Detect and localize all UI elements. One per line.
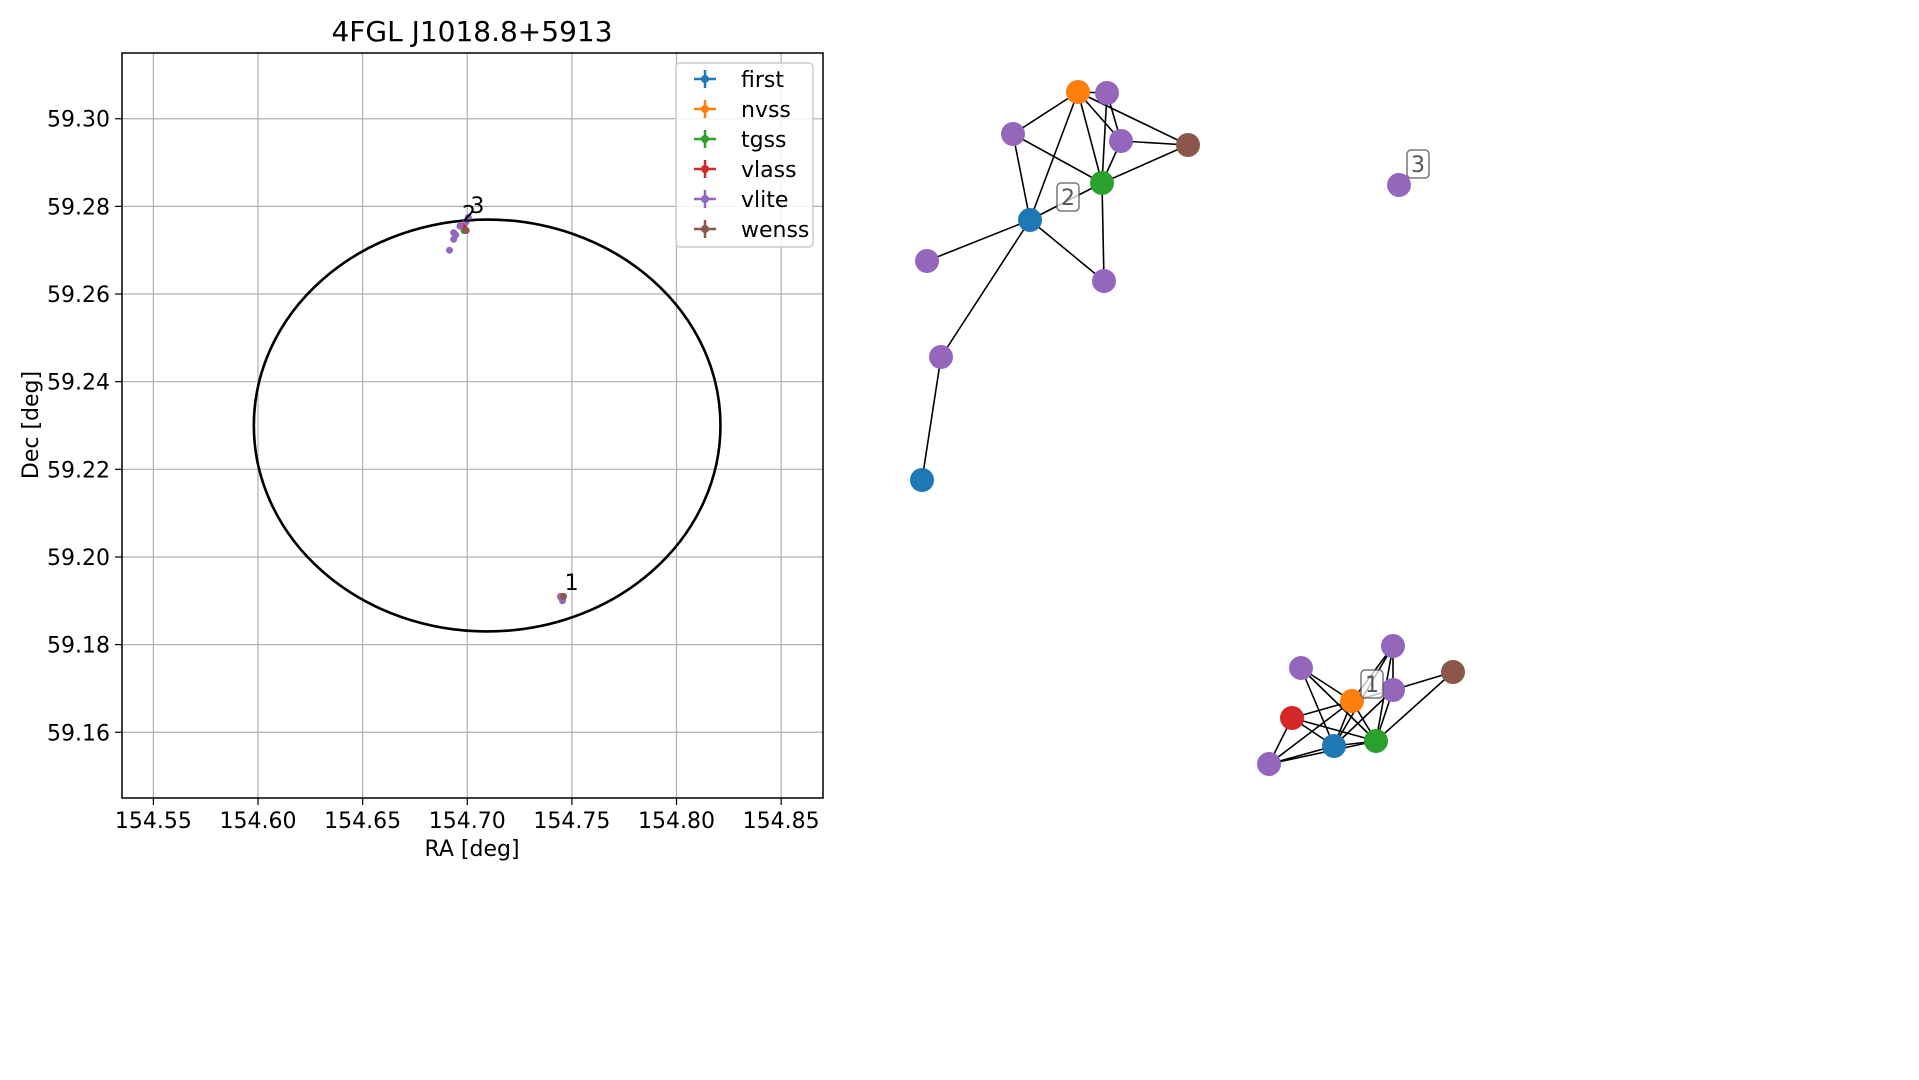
tick-layer: 154.55 154.60 154.65 154.70 154.75 154.80 154.… — [47, 108, 820, 834]
network-node — [1176, 133, 1200, 157]
network-node — [1257, 752, 1281, 776]
point-annotation: 3 — [470, 194, 484, 219]
network-edge — [1012, 133, 1103, 184]
network-node — [1092, 269, 1116, 293]
network-label-box — [1406, 149, 1430, 179]
network-edge — [1101, 182, 1105, 282]
network-node — [1090, 171, 1114, 195]
x-tick-label: 154.75 — [533, 809, 610, 834]
legend-marker-wenss — [701, 225, 709, 233]
x-axis-label: RA [deg] — [424, 837, 519, 862]
network-node — [1001, 122, 1025, 146]
points-layer — [445, 213, 568, 605]
y-tick-label: 59.16 — [47, 721, 110, 746]
scatter-panel: 4FGL J1018.8+5913 1 23 154.55 154.60 154.65… — [19, 15, 824, 862]
network-edge — [1291, 717, 1377, 742]
y-tick-label: 59.22 — [47, 458, 110, 483]
x-tick-label: 154.60 — [220, 809, 297, 834]
network-node — [1340, 689, 1364, 713]
network-label-box — [1056, 182, 1080, 212]
network-node — [1381, 634, 1405, 658]
y-tick-label: 59.24 — [47, 371, 110, 396]
y-tick-label: 59.26 — [47, 283, 110, 308]
plot-title: 4FGL J1018.8+5913 — [331, 15, 612, 48]
x-tick-label: 154.80 — [638, 809, 715, 834]
legend-marker-vlite — [701, 195, 709, 203]
network-edge — [921, 356, 942, 481]
network-label: 3 — [1411, 153, 1425, 178]
x-tick-label: 154.85 — [743, 809, 820, 834]
network-edge — [1077, 91, 1103, 184]
point-vlite — [450, 229, 458, 237]
label-layer: 2 3 1 — [1056, 149, 1430, 699]
network-node — [929, 345, 953, 369]
point-wenss — [462, 226, 470, 234]
network-edge — [1101, 92, 1108, 184]
point-annotation: 1 — [565, 571, 579, 596]
network-node — [1280, 706, 1304, 730]
point-annotation: 2 — [462, 203, 476, 228]
point-vlite — [464, 213, 472, 221]
network-node — [1066, 80, 1090, 104]
network-label: 1 — [1365, 673, 1379, 698]
network-edge — [1012, 91, 1079, 135]
legend-label-wenss: wenss — [741, 218, 809, 243]
network-edge — [1333, 689, 1394, 747]
y-tick-label: 59.30 — [47, 108, 110, 133]
legend-entries: first nvss tgss vlass vlite wenss — [694, 68, 809, 243]
legend: first nvss tgss vlass vlite wenss — [675, 62, 814, 248]
legend-label-first: first — [741, 68, 784, 93]
point-wenss — [560, 592, 568, 600]
network-edge — [926, 219, 1031, 262]
x-tick-label: 154.55 — [115, 809, 192, 834]
node-layer — [910, 80, 1465, 776]
network-edge — [940, 219, 1031, 358]
network-label-box — [1360, 669, 1384, 699]
legend-label-vlite: vlite — [741, 188, 788, 213]
network-panel: 2 3 1 — [910, 80, 1465, 776]
error-ellipse — [252, 218, 722, 633]
y-axis-label: Dec [deg] — [19, 371, 44, 479]
legend-marker-first — [701, 75, 709, 83]
network-node — [1018, 208, 1042, 232]
y-tick-label: 59.20 — [47, 546, 110, 571]
legend-marker-nvss — [701, 105, 709, 113]
annotation-layer: 1 23 — [462, 194, 579, 596]
legend-marker-vlass — [701, 165, 709, 173]
network-edge — [1375, 671, 1454, 742]
network-edge — [1268, 700, 1353, 765]
network-edge — [1077, 91, 1189, 146]
x-tick-label: 154.70 — [429, 809, 506, 834]
ellipse-layer — [252, 218, 722, 633]
y-tick-label: 59.18 — [47, 634, 110, 659]
legend-marker-tgss — [701, 135, 709, 143]
y-tick-label: 59.28 — [47, 195, 110, 220]
network-node — [915, 249, 939, 273]
point-vlite — [445, 246, 453, 254]
network-edge — [1300, 667, 1335, 747]
network-edge — [1101, 144, 1189, 184]
network-label: 2 — [1061, 186, 1075, 211]
legend-label-tgss: tgss — [741, 128, 787, 153]
network-node — [1095, 81, 1119, 105]
network-node — [1441, 660, 1465, 684]
point-vlite — [456, 222, 464, 230]
plot-frame — [121, 52, 824, 799]
network-edge — [1029, 219, 1105, 282]
network-node — [1387, 173, 1411, 197]
x-tick-label: 154.65 — [324, 809, 401, 834]
network-node — [910, 468, 934, 492]
legend-label-nvss: nvss — [741, 98, 791, 123]
network-edge — [1268, 740, 1377, 765]
network-edge — [1012, 133, 1031, 221]
edge-layer — [921, 91, 1454, 765]
network-node — [1289, 656, 1313, 680]
network-node — [1381, 678, 1405, 702]
network-node — [1109, 129, 1133, 153]
network-node — [1364, 729, 1388, 753]
network-node — [1322, 734, 1346, 758]
legend-label-vlass: vlass — [741, 158, 797, 183]
